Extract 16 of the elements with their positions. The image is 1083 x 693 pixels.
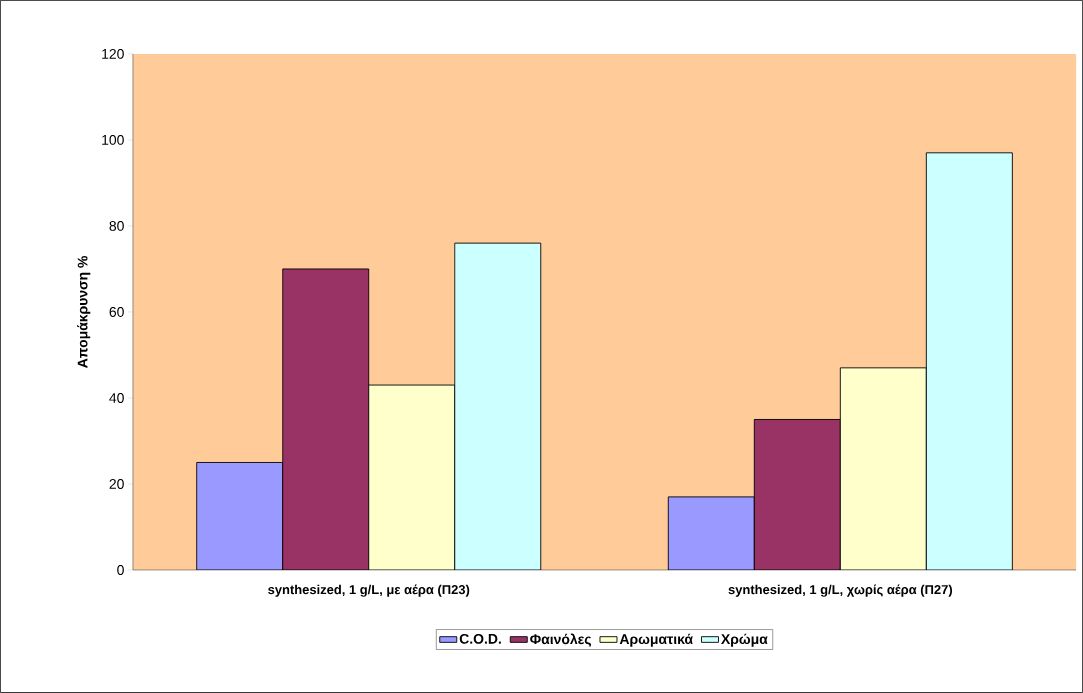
y-tick-label: 60 (109, 307, 124, 317)
y-tick-label: 100 (102, 134, 124, 145)
y-tick-label: 0 (117, 565, 124, 575)
y-tick-label: 40 (109, 393, 124, 403)
y-tick-label: 80 (109, 221, 124, 231)
x-tick-label: synthesized, 1 g/L, χωρίς αέρα (Π27) (728, 584, 953, 597)
legend-label: C.O.D. (459, 633, 501, 644)
x-tick-label: synthesized, 1 g/L, με αέρα (Π23) (268, 584, 470, 597)
y-tick-label: 120 (102, 48, 124, 59)
y-axis-title: Απομάκρυνση % (77, 256, 91, 368)
legend-label: Φαινόλες (530, 633, 591, 647)
legend-label: Αρωματικά (619, 633, 693, 647)
y-tick-label: 20 (109, 479, 124, 489)
bar (667, 496, 755, 571)
bar (196, 462, 284, 571)
legend-label: Χρώμα (721, 633, 768, 647)
